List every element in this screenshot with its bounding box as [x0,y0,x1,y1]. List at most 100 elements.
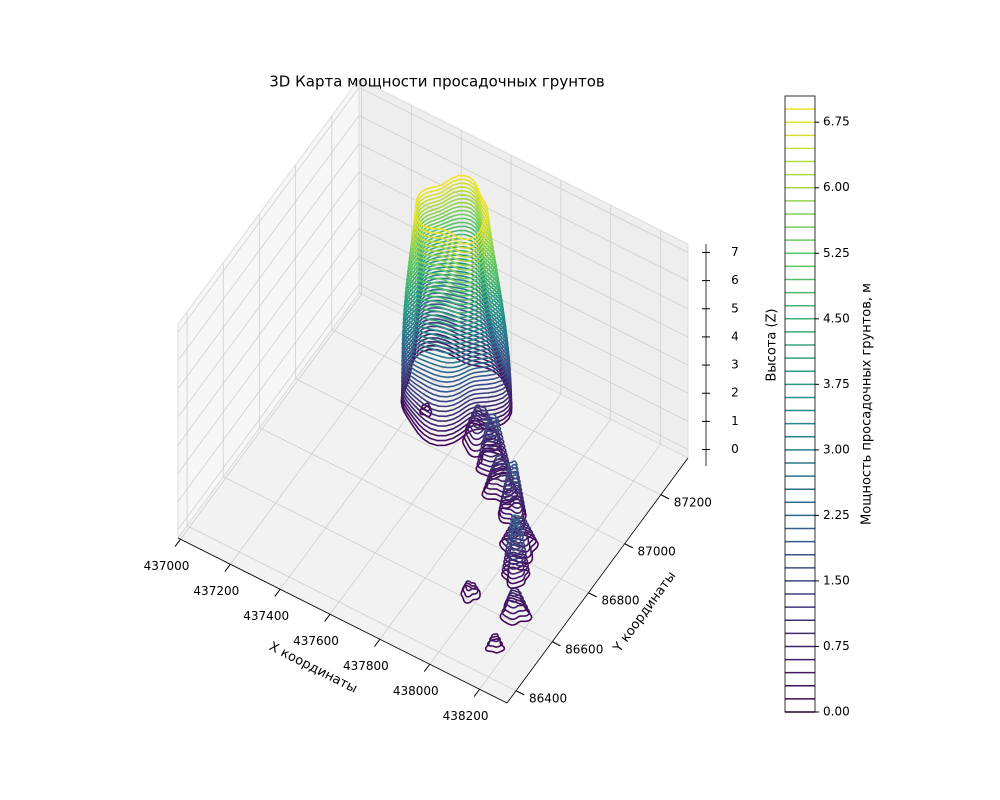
colorbar-tick-label: 2.25 [823,508,850,522]
grid-line [358,87,689,253]
grid-line [180,294,362,540]
grid-line [230,319,412,565]
y-axis-line [506,457,689,704]
z-tick-label: 1 [731,414,739,428]
grid-line [177,143,360,390]
contour-line [412,186,491,254]
contour-line [492,454,508,466]
contour-line [491,456,509,472]
y-tick-label: 86600 [565,642,603,656]
colorbar-tick-label: 6.75 [823,115,850,129]
contour-line [421,402,431,412]
z-tick-label: 0 [731,442,739,456]
z-tick-label: 5 [731,301,739,315]
z-tick-label: 4 [731,329,739,343]
y-tick [624,543,634,549]
contour-line [508,529,524,542]
contour-line [482,427,504,443]
grid-line [331,329,662,496]
grid-line [379,394,562,640]
y-tick [552,641,561,647]
contour-line [406,233,500,306]
y-tick-label: 86400 [529,691,567,705]
x-tick [374,638,381,647]
colorbar-tick-label: 4.50 [823,311,850,325]
colorbar-label: Мощность просадочных грунтов, м [860,283,875,525]
grid-line [295,378,625,545]
z-tick-label: 6 [731,273,739,287]
x-tick-label: 437000 [144,559,190,573]
colorbar-tick-label: 3.75 [823,377,850,391]
contour-line [478,440,508,463]
colorbar-tick-label: 5.25 [823,246,850,260]
z-tick-label: 7 [731,245,739,259]
contour-line [489,633,501,643]
grid-line [177,115,360,361]
contours [400,174,539,654]
x-tick-label: 437800 [343,659,389,673]
contour-line [484,420,502,433]
grid-line [479,444,661,690]
contour-line [508,525,523,537]
colorbar-tick-label: 0.00 [823,705,850,719]
contour-line [487,462,513,483]
contour-line [460,584,481,604]
grid-line [259,427,589,594]
grid-line [358,143,689,310]
contour-line [410,201,494,271]
contour-line [510,518,522,527]
y-tick-label: 87000 [638,544,676,558]
z-tick-label: 3 [731,358,739,372]
axes-panes [177,77,689,704]
x-tick [324,613,331,622]
colorbar-tick-label: 1.50 [823,573,850,587]
back-pane [358,78,689,459]
contour-line [486,413,500,423]
x-tick [274,588,281,597]
x-tick-label: 437600 [293,634,339,648]
contour-line [414,178,489,245]
contour-line [509,587,522,598]
contour-line [508,460,518,470]
contour-line [507,463,519,475]
x-tick [423,663,431,672]
contour-line [484,638,506,654]
contour-line [411,193,492,263]
x-tick [473,688,480,697]
contour-line [473,404,488,417]
colorbar-frame [784,95,816,713]
y-tick [660,494,670,500]
grid-line [186,525,517,692]
x-tick-label: 438200 [443,709,489,723]
x-tick-label: 437400 [243,609,289,623]
x-tick-label: 437200 [193,584,239,598]
contour-line [507,532,524,546]
contour-line [489,459,511,477]
colorbar-tick-label: 3.00 [823,442,850,456]
grid-line [177,227,360,474]
y-axis-label: Y координаты [610,569,679,656]
contour-line [462,582,479,598]
x-tick-label: 438000 [393,684,439,698]
grid-line [358,115,689,281]
contour-line [464,580,477,592]
contour-line [506,536,525,551]
contour-line [405,237,501,310]
grid-line [279,344,462,590]
grid-line [177,284,360,530]
z-axis-label: Высота (Z) [765,308,780,381]
contour-line [510,514,521,522]
y-tick-label: 86800 [601,593,639,607]
contour-line [419,405,433,418]
colorbar-tick-label: 6.00 [823,180,850,194]
contour-line [407,225,498,297]
contour-line [483,423,503,438]
contour-line [410,197,493,267]
x-tick [174,538,181,547]
x-tick [224,563,231,572]
grid-line [177,256,360,502]
contour-line [414,174,489,241]
x-axis-line [177,537,508,704]
contour-line [509,521,522,532]
